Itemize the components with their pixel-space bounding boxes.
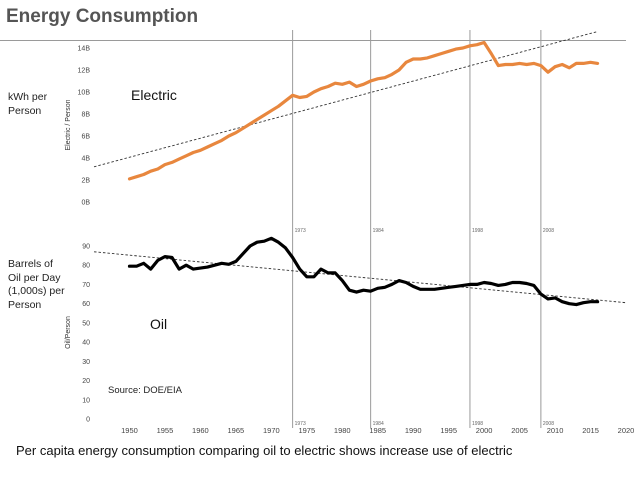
y-tick-label-1-0: 0B	[81, 200, 90, 207]
y-tick-label-2-60: 60	[82, 301, 90, 308]
y-tick-label-1-10: 10B	[78, 90, 91, 97]
y-tick-label-2-10: 10	[82, 397, 90, 404]
x-tick-label-1965: 1965	[228, 426, 245, 435]
y-tick-label-1-12: 12B	[78, 68, 91, 75]
trend-line-2	[93, 251, 627, 304]
electric-series-line	[127, 40, 600, 181]
y-tick-label-2-80: 80	[82, 263, 90, 270]
y-axis-label-2: Oil/Person	[65, 316, 72, 349]
event-label-2008-panel2: 2008	[543, 421, 554, 427]
event-label-1984-panel1: 1984	[373, 228, 384, 234]
oil-side-label: Barrels of Oil per Day (1,000s) per Pers…	[8, 258, 65, 311]
x-tick-label-2010: 2010	[547, 426, 564, 435]
event-label-1973-panel2: 1973	[295, 421, 306, 427]
title-divider	[0, 40, 626, 41]
figure-caption: Per capita energy consumption comparing …	[16, 443, 513, 458]
x-tick-label-1985: 1985	[369, 426, 386, 435]
x-tick-label-2015: 2015	[582, 426, 599, 435]
y-tick-label-2-20: 20	[82, 378, 90, 385]
event-label-2008-panel1: 2008	[543, 228, 554, 234]
event-label-1998-panel2: 1998	[472, 421, 483, 427]
oil-series-line	[127, 236, 600, 307]
energy-chart: 1973 1973 1984 1984 1998 1998 2008 2008 Electric…	[65, 30, 635, 435]
x-tick-label-1980: 1980	[334, 426, 351, 435]
y-tick-label-2-70: 70	[82, 282, 90, 289]
x-tick-label-1955: 1955	[157, 426, 174, 435]
y-tick-label-1-4: 4B	[81, 156, 90, 163]
y-axis-label-1: Electric / Person	[65, 99, 72, 150]
y-tick-label-2-0: 0	[86, 417, 90, 424]
x-tick-label-1960: 1960	[192, 426, 209, 435]
electric-side-label: kWh per Person	[8, 91, 48, 117]
x-tick-label-1995: 1995	[440, 426, 457, 435]
x-tick-label-2005: 2005	[511, 426, 528, 435]
x-tick-label-1970: 1970	[263, 426, 280, 435]
y-tick-label-2-30: 30	[82, 359, 90, 366]
page-title: Energy Consumption	[6, 6, 199, 27]
y-tick-label-1-2: 2B	[81, 178, 90, 185]
x-tick-label-1950: 1950	[121, 426, 138, 435]
source-note: Source: DOE/EIA	[108, 385, 182, 396]
y-tick-label-1-8: 8B	[81, 112, 90, 119]
event-label-1998-panel1: 1998	[472, 228, 483, 234]
y-tick-label-1-14: 14B	[78, 46, 91, 53]
x-tick-label-2020: 2020	[618, 426, 635, 435]
y-tick-label-2-90: 90	[82, 244, 90, 251]
y-tick-label-1-6: 6B	[81, 134, 90, 141]
x-tick-label-1975: 1975	[298, 426, 315, 435]
x-tick-label-1990: 1990	[405, 426, 422, 435]
x-tick-label-2000: 2000	[476, 426, 493, 435]
event-label-1973-panel1: 1973	[295, 228, 306, 234]
oil-series-label: Oil	[150, 316, 168, 332]
y-tick-label-2-50: 50	[82, 320, 90, 327]
electric-series-label: Electric	[131, 87, 177, 103]
y-tick-label-2-40: 40	[82, 340, 90, 347]
event-label-1984-panel2: 1984	[373, 421, 384, 427]
trend-line-1	[93, 31, 598, 168]
